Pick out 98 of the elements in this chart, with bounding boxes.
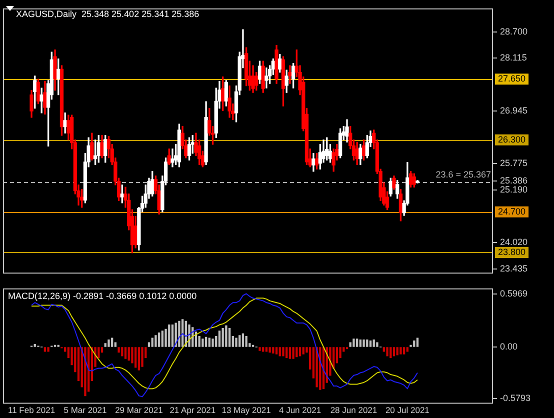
bar bbox=[349, 342, 352, 347]
bar bbox=[208, 338, 210, 347]
bar bbox=[168, 324, 170, 347]
bar bbox=[376, 342, 378, 347]
bar bbox=[148, 342, 150, 347]
ref-line-label: 23.800 bbox=[498, 246, 526, 257]
bar bbox=[151, 338, 154, 347]
x-tick-label: 5 Mar 2021 bbox=[64, 405, 107, 416]
y-tick-label: 28.115 bbox=[500, 52, 527, 63]
bar bbox=[258, 347, 261, 351]
bar bbox=[235, 338, 238, 347]
bar bbox=[262, 347, 264, 352]
bar bbox=[171, 324, 174, 347]
y-tick-label: 0.5969 bbox=[500, 288, 528, 298]
bar bbox=[158, 332, 160, 347]
bar bbox=[84, 347, 86, 396]
bar bbox=[278, 347, 281, 356]
bar bbox=[124, 347, 127, 359]
bar bbox=[238, 335, 241, 347]
y-tick-label: -0.5793 bbox=[500, 392, 531, 403]
bar bbox=[396, 347, 398, 356]
bar bbox=[296, 347, 298, 358]
bar bbox=[392, 347, 396, 356]
y-tick-label: 26.945 bbox=[500, 105, 528, 116]
bar bbox=[416, 338, 419, 347]
bar bbox=[128, 347, 130, 361]
y-tick-label: 28.700 bbox=[500, 26, 528, 36]
bar bbox=[275, 347, 278, 354]
ref-line-label: 26.300 bbox=[498, 134, 526, 144]
bar bbox=[131, 347, 134, 364]
bar bbox=[356, 338, 358, 347]
bar bbox=[272, 347, 274, 354]
bar bbox=[114, 342, 117, 347]
bar bbox=[292, 347, 294, 359]
bar bbox=[406, 347, 408, 352]
bar bbox=[366, 340, 368, 347]
bar bbox=[154, 335, 157, 347]
bar bbox=[121, 347, 124, 356]
bar bbox=[228, 328, 231, 347]
bar bbox=[298, 347, 302, 356]
bar bbox=[212, 338, 214, 347]
ref-line-label: 27.650 bbox=[498, 74, 526, 84]
bar bbox=[359, 340, 362, 347]
bar bbox=[282, 347, 284, 356]
chart-title: XAGUSD,Daily 25.348 25.402 25.341 25.386 bbox=[16, 8, 200, 19]
bar bbox=[202, 338, 204, 347]
x-tick-label: 28 Jun 2021 bbox=[330, 405, 378, 416]
bar bbox=[178, 320, 180, 347]
y-tick-label: 25.190 bbox=[500, 184, 528, 194]
x-tick-label: 13 May 2021 bbox=[222, 405, 272, 416]
bar bbox=[362, 340, 365, 347]
bar bbox=[108, 340, 110, 347]
bar bbox=[242, 333, 244, 347]
bar bbox=[402, 347, 406, 354]
chart-title: MACD(12,26,9) -0.2891 -0.3669 0.1012 0.0000 bbox=[8, 290, 197, 301]
bar bbox=[141, 347, 144, 367]
bar bbox=[225, 325, 228, 347]
bar bbox=[245, 336, 248, 347]
y-tick-label: 25.775 bbox=[500, 158, 528, 168]
bar bbox=[134, 347, 137, 368]
y-tick-label: 23.435 bbox=[500, 263, 528, 274]
bar bbox=[118, 347, 120, 353]
bar bbox=[302, 347, 304, 354]
x-tick-label: 4 Jun 2021 bbox=[278, 405, 322, 416]
bar bbox=[386, 347, 388, 356]
ref-line-label: 23.6 = 25.367 bbox=[436, 169, 491, 180]
bar bbox=[286, 347, 288, 358]
bar bbox=[265, 347, 268, 352]
bar bbox=[104, 343, 106, 347]
bar bbox=[222, 328, 224, 347]
bar bbox=[288, 347, 292, 359]
bar bbox=[138, 347, 140, 370]
y-tick-label: 0.00 bbox=[500, 341, 518, 352]
bar bbox=[204, 336, 208, 347]
bar bbox=[44, 347, 46, 352]
bar bbox=[382, 347, 386, 352]
x-tick-label: 29 Mar 2021 bbox=[115, 405, 164, 416]
x-tick-label: 21 Apr 2021 bbox=[170, 405, 216, 416]
x-tick-label: 20 Jul 2021 bbox=[385, 405, 430, 416]
ref-line-label: 24.700 bbox=[498, 206, 526, 216]
bar bbox=[110, 338, 114, 347]
y-tick-label: 25.386 bbox=[500, 176, 528, 186]
bar bbox=[268, 347, 271, 353]
bar bbox=[413, 340, 416, 347]
x-tick-label: 11 Feb 2021 bbox=[8, 405, 56, 416]
bar bbox=[47, 347, 50, 352]
bar bbox=[390, 347, 392, 358]
y-tick-label: 24.020 bbox=[500, 237, 528, 248]
bar bbox=[34, 344, 36, 347]
bar bbox=[161, 330, 164, 347]
bar bbox=[316, 347, 318, 388]
bar bbox=[352, 338, 355, 347]
bar bbox=[369, 340, 372, 347]
candlestick bbox=[288, 65, 292, 84]
bar bbox=[372, 340, 375, 347]
bar bbox=[164, 328, 167, 347]
bar bbox=[218, 330, 221, 347]
bar bbox=[400, 347, 402, 354]
